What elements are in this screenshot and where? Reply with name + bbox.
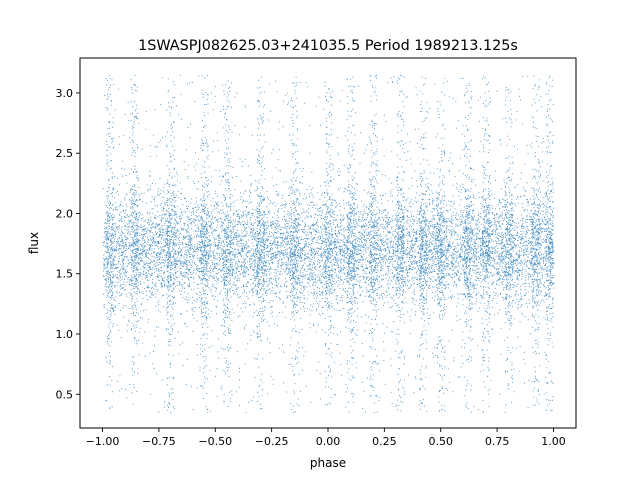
x-tick-label: 1.00 xyxy=(541,435,566,448)
x-tick-label: 0.25 xyxy=(372,435,397,448)
x-tick-label: 0.50 xyxy=(428,435,453,448)
y-tick-label: 1.5 xyxy=(56,268,74,281)
x-tick-label: 0.00 xyxy=(316,435,341,448)
y-tick-label: 2.5 xyxy=(56,147,74,160)
y-tick-label: 3.0 xyxy=(56,87,74,100)
x-tick-label: −1.00 xyxy=(86,435,120,448)
y-tick-label: 1.0 xyxy=(56,328,74,341)
y-axis-label: flux xyxy=(27,232,41,254)
x-tick-label: 0.75 xyxy=(485,435,510,448)
x-tick-label: −0.25 xyxy=(255,435,289,448)
chart-title: 1SWASPJ082625.03+241035.5 Period 1989213… xyxy=(138,38,518,54)
x-axis-ticks: −1.00 −0.75 −0.50 −0.25 0.00 0.25 0.50 0.75 1.00 xyxy=(86,428,566,448)
x-tick-label: −0.75 xyxy=(142,435,176,448)
x-axis-label: phase xyxy=(310,456,346,470)
y-tick-label: 2.0 xyxy=(56,207,74,220)
y-axis-ticks: 0.5 1.0 1.5 2.0 2.5 3.0 xyxy=(56,87,80,401)
y-tick-label: 0.5 xyxy=(56,388,74,401)
x-tick-label: −0.50 xyxy=(198,435,232,448)
